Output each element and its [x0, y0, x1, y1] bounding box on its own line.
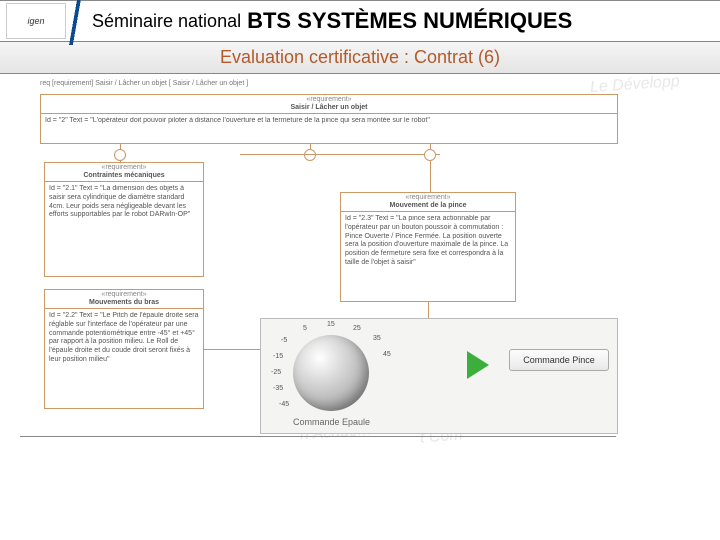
header-title-bold: BTS SYSTÈMES NUMÉRIQUES	[247, 8, 572, 34]
commande-pince-button[interactable]: Commande Pince	[509, 349, 609, 371]
tick-label: -45	[279, 401, 289, 408]
tick-label: -15	[273, 353, 283, 360]
subheader-text: Evaluation certificative : Contrat (6)	[220, 47, 500, 68]
connector-node	[424, 149, 436, 161]
header-accent	[60, 0, 90, 45]
req-2-1: «requirement» Contraintes mécaniques Id …	[44, 162, 204, 277]
tick-label: -5	[281, 337, 287, 344]
logo: igen	[6, 3, 66, 39]
req-title: Mouvements du bras	[45, 299, 203, 309]
req-stereotype: «requirement»	[341, 193, 515, 202]
baseline-rule	[20, 436, 616, 437]
req-2-3: «requirement» Mouvement de la pince Id =…	[340, 192, 516, 302]
diagram-canvas: Le Développ n Académ t Com req [requirem…	[0, 74, 720, 534]
control-panel: -45 -35 -25 -15 -5 5 15 25 35 45 Command…	[260, 318, 618, 434]
panel-caption: Commande Epaule	[293, 417, 370, 427]
req-body: Id = "2" Text = "L'opérateur doit pouvoi…	[41, 114, 617, 129]
connector	[240, 154, 440, 155]
subheader-bar: Evaluation certificative : Contrat (6)	[0, 42, 720, 74]
req-stereotype: «requirement»	[45, 163, 203, 172]
breadcrumb: req [requirement] Saisir / Lâcher un obj…	[40, 80, 248, 87]
req-title: Contraintes mécaniques	[45, 172, 203, 182]
tick-label: 5	[303, 325, 307, 332]
tick-label: -25	[271, 369, 281, 376]
req-title: Saisir / Lâcher un objet	[41, 104, 617, 114]
req-stereotype: «requirement»	[45, 290, 203, 299]
connector-node	[304, 149, 316, 161]
req-title: Mouvement de la pince	[341, 202, 515, 212]
req-body: Id = "2.1" Text = "La dimension des obje…	[45, 182, 203, 223]
play-icon[interactable]	[467, 351, 489, 379]
connector	[204, 349, 260, 350]
tick-label: 15	[327, 321, 335, 328]
tick-label: -35	[273, 385, 283, 392]
req-parent: «requirement» Saisir / Lâcher un objet I…	[40, 94, 618, 144]
button-label: Commande Pince	[523, 355, 595, 365]
tick-label: 35	[373, 335, 381, 342]
tick-label: 45	[383, 351, 391, 358]
logo-text: igen	[27, 16, 44, 26]
req-stereotype: «requirement»	[41, 95, 617, 104]
connector-node	[114, 149, 126, 161]
dial-knob[interactable]	[293, 335, 369, 411]
req-body: Id = "2.3" Text = "La pince sera actionn…	[341, 212, 515, 271]
header-bar: igen Séminaire national BTS SYSTÈMES NUM…	[0, 0, 720, 42]
header-title-small: Séminaire national	[92, 11, 241, 32]
tick-label: 25	[353, 325, 361, 332]
req-body: Id = "2.2" Text = "Le Pitch de l'épaule …	[45, 309, 203, 368]
req-2-2: «requirement» Mouvements du bras Id = "2…	[44, 289, 204, 409]
